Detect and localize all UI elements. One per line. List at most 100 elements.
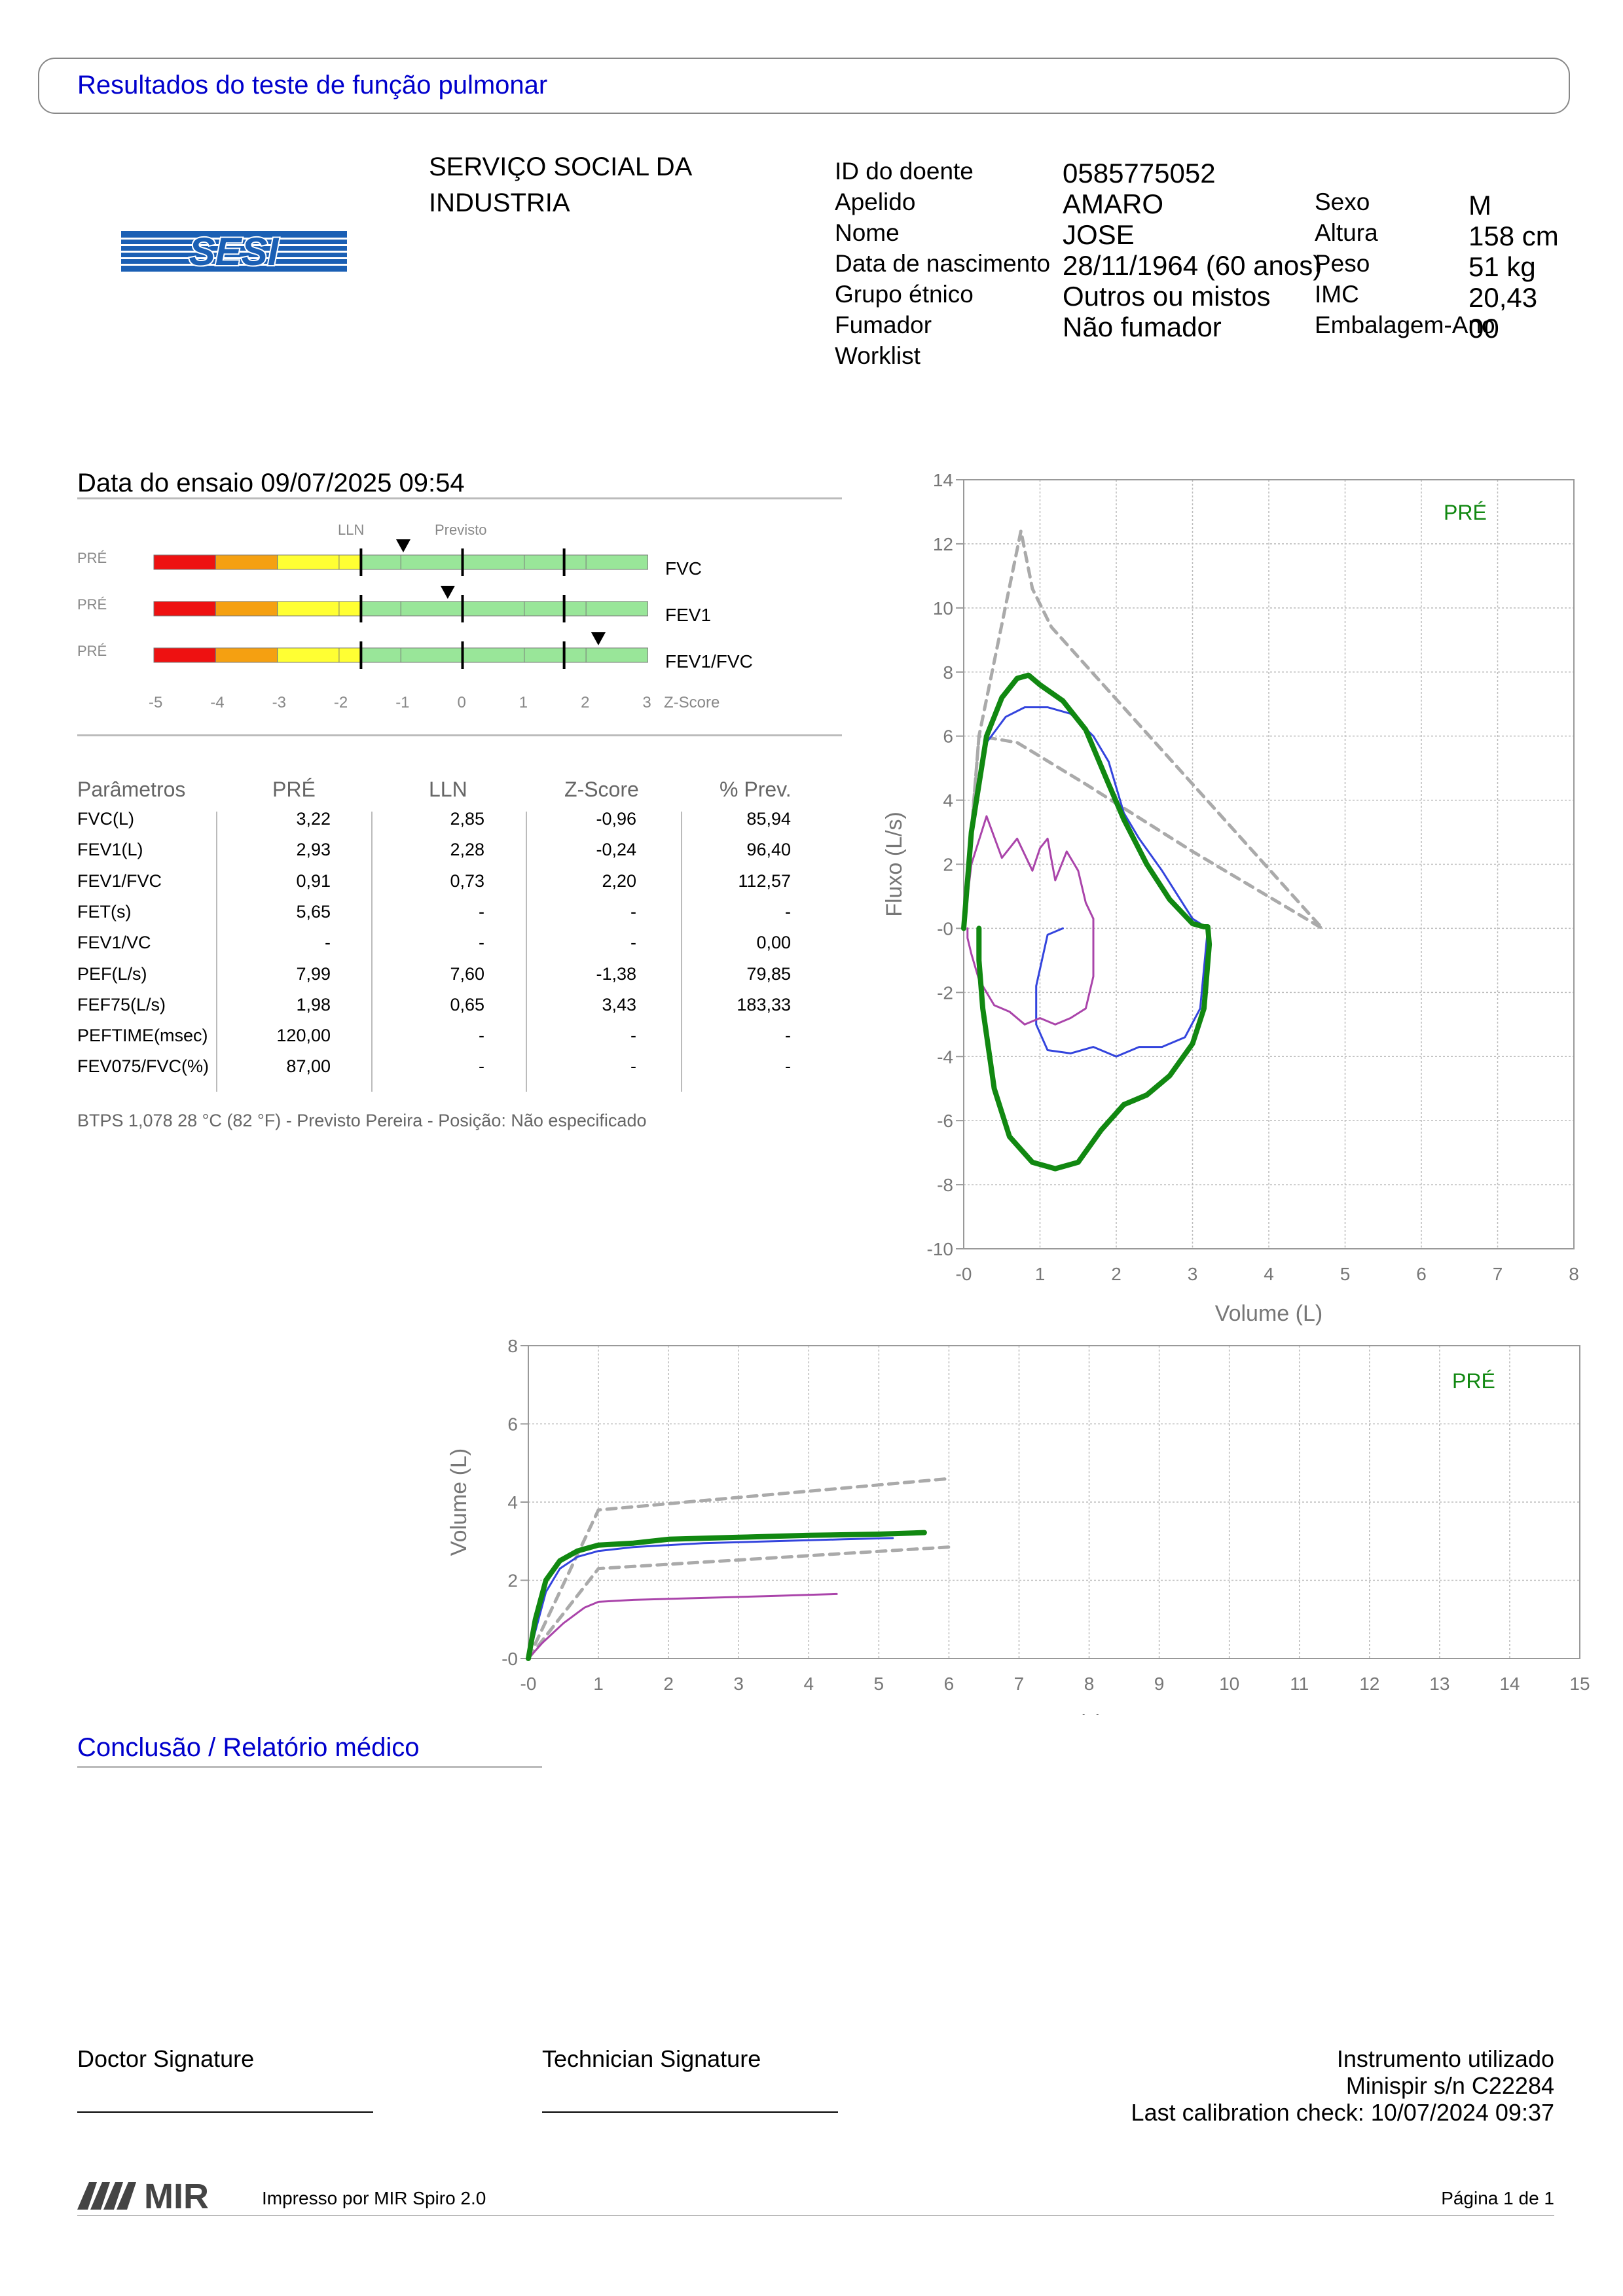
technician-signature-line (542, 2111, 838, 2113)
param-name: FET(s) (77, 901, 132, 922)
y-axis-label: Fluxo (L/s) (882, 812, 907, 917)
column-divider (526, 812, 527, 1092)
x-tick-label: 5 (874, 1674, 884, 1694)
x-tick-label: 6 (1416, 1264, 1427, 1284)
x-tick-label: 3 (733, 1674, 744, 1694)
patient-right-values: M 158 cm 51 kg 20,43 00 (1468, 190, 1559, 344)
column-divider (371, 812, 373, 1092)
zscore-tick: -1 (395, 694, 410, 711)
zscore-tick: 3 (642, 694, 651, 711)
zscore-band (277, 601, 361, 617)
param-name: PEFTIME(msec) (77, 1026, 208, 1046)
zscore-tick: -4 (210, 694, 225, 711)
param-name: FEV1/VC (77, 933, 151, 953)
test-date: Data do ensaio 09/07/2025 09:54 (77, 469, 465, 497)
param-cell: 0,65 (450, 994, 484, 1014)
name-label: Nome (835, 219, 900, 246)
param-cell: - (630, 901, 636, 922)
param-cell: - (479, 1026, 484, 1046)
technician-signature-label: Technician Signature (542, 2045, 761, 2072)
param-header-zscore: Z-Score (564, 778, 639, 801)
x-tick-label: 1 (1035, 1264, 1046, 1284)
zscore-tick: -3 (272, 694, 286, 711)
zscore-value-marker (591, 632, 606, 645)
param-cell: - (785, 1056, 791, 1077)
param-header-pre: PRÉ (272, 778, 316, 801)
bmi-value: 20,43 (1468, 282, 1538, 313)
x-tick-label: -0 (520, 1674, 537, 1694)
predicted-label: Previsto (435, 522, 487, 538)
zscore-band (215, 554, 278, 570)
param-cell: 183,33 (737, 994, 791, 1014)
x-tick-label: 8 (1569, 1264, 1579, 1284)
series-line-2 (962, 815, 1095, 1026)
lln-label: LLN (338, 522, 365, 538)
zscore-band (215, 601, 278, 617)
zscore-tick: 1 (519, 694, 528, 711)
param-cell: 112,57 (738, 870, 791, 891)
zscore-band (360, 647, 648, 663)
y-tick-label: 6 (943, 726, 953, 747)
y-tick-label: 12 (933, 534, 953, 554)
y-tick-label: -0 (501, 1649, 518, 1669)
x-tick-label: 7 (1493, 1264, 1503, 1284)
zscore-row-fev1-label: FEV1 (665, 605, 712, 625)
x-tick-label: 2 (663, 1674, 674, 1694)
param-cell: 120,00 (276, 1026, 331, 1046)
param-cell: 87,00 (286, 1056, 331, 1077)
zscore-row-tag: PRÉ (77, 643, 107, 659)
param-cell: 0,73 (450, 870, 484, 891)
name-value: JOSE (1063, 219, 1135, 250)
zscore-band (360, 601, 648, 617)
printed-by: Impresso por MIR Spiro 2.0 (262, 2188, 486, 2208)
param-cell: 5,65 (296, 901, 331, 922)
calibration-check: Last calibration check: 10/07/2024 09:37 (1131, 2099, 1554, 2126)
sesi-logo-graphic: SESI (121, 228, 347, 275)
plot-frame (528, 1345, 1580, 1659)
param-cell: - (479, 1056, 484, 1077)
series-line-0 (526, 1477, 951, 1660)
param-cell: 0,91 (296, 870, 331, 891)
btps-note: BTPS 1,078 28 °C (82 °F) - Previsto Pere… (77, 1111, 647, 1130)
plot-frame (963, 479, 1575, 1249)
y-tick-label: -6 (937, 1111, 953, 1131)
param-cell: -0,96 (596, 809, 636, 829)
footer-divider (77, 2215, 1554, 2216)
x-tick-label: -0 (956, 1264, 972, 1284)
zscore-band (360, 554, 648, 570)
bmi-label: IMC (1315, 281, 1359, 308)
param-cell: - (785, 901, 791, 922)
sesi-logo: SESI (121, 228, 347, 275)
param-cell: 0,00 (756, 933, 791, 953)
x-tick-label: 5 (1340, 1264, 1351, 1284)
pack-years-value: 00 (1468, 313, 1499, 344)
y-tick-label: 6 (507, 1414, 518, 1435)
divider (77, 497, 842, 499)
y-axis-label: Volume (L) (447, 1448, 471, 1556)
param-header-lln: LLN (429, 778, 467, 801)
chart-grid (963, 479, 1575, 1249)
y-tick-label: -4 (937, 1047, 953, 1067)
param-cell: 79,85 (746, 963, 791, 984)
zscore-band (215, 647, 278, 663)
weight-label: Peso (1315, 250, 1370, 277)
x-tick-label: 4 (803, 1674, 814, 1694)
param-cell: - (630, 1056, 636, 1077)
x-tick-label: 7 (1014, 1674, 1025, 1694)
x-tick-label: 3 (1188, 1264, 1198, 1284)
page-number: Página 1 de 1 (1441, 2188, 1554, 2208)
surname-label: Apelido (835, 188, 916, 215)
y-tick-label: 10 (933, 598, 953, 619)
organization-line1: SERVIÇO SOCIAL DA (429, 152, 693, 181)
height-label: Altura (1315, 219, 1378, 246)
patient-left-values: 0585775052 AMARO JOSE 28/11/1964 (60 ano… (1063, 158, 1322, 342)
param-cell: 2,85 (450, 809, 484, 829)
y-tick-label: -2 (937, 982, 953, 1003)
zscore-band (153, 647, 216, 663)
x-tick-label: 4 (1264, 1264, 1274, 1284)
param-cell: 2,20 (602, 870, 636, 891)
zscore-band (153, 601, 216, 617)
series-line-2 (527, 1537, 894, 1660)
birthdate-label: Data de nascimento (835, 250, 1051, 277)
param-cell: 7,99 (296, 963, 331, 984)
